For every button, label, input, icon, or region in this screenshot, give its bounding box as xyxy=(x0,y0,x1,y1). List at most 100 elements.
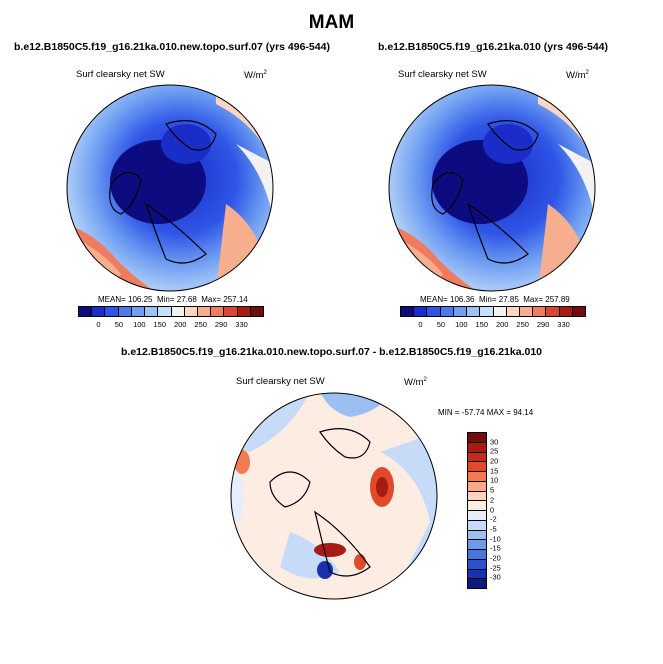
difference-colorbar-swatch xyxy=(468,550,486,560)
difference-colorbar-tick-label: 10 xyxy=(490,475,499,485)
difference-colorbar-tick-label: 2 xyxy=(490,495,495,505)
panel-1-colorbar-swatch xyxy=(105,307,119,316)
difference-colorbar-swatch xyxy=(468,442,486,453)
difference-warm-anomaly-east-core xyxy=(376,477,388,497)
panel-1-colorbar-swatch xyxy=(145,307,159,316)
difference-colorbar-swatch xyxy=(468,579,486,588)
panel-2-colorbar-tick-label: 150 xyxy=(475,320,489,329)
panel-2-colorbar-swatch xyxy=(546,307,560,316)
difference-colorbar-tick-label: -25 xyxy=(490,563,501,573)
difference-colorbar-swatch xyxy=(468,491,486,502)
panel-2-coastline-north-america xyxy=(487,120,539,151)
difference-colorbar-tick-label: 20 xyxy=(490,456,499,466)
panel-2-colorbar-tick-label: 100 xyxy=(455,320,468,329)
difference-colorbar-swatch xyxy=(468,433,486,443)
panel-2-map-boundary xyxy=(388,84,596,292)
difference-colorbar-tick-label: 30 xyxy=(490,437,499,447)
difference-colorbar-swatch xyxy=(468,559,486,570)
panel-2-colorbar-tick-label: 200 xyxy=(495,320,509,329)
panel-1-colorbar-swatch xyxy=(158,307,172,316)
difference-colorbar-swatch xyxy=(468,452,486,463)
panel-2-case-title: b.e12.B1850C5.f19_g16.21ka.010 (yrs 496-… xyxy=(378,41,608,53)
panel-2-colorbar-tick-label: 0 xyxy=(418,320,423,329)
difference-colorbar-tick-label: -20 xyxy=(490,553,501,563)
panel-1-map-boundary xyxy=(66,84,274,292)
panel-1-colorbar-swatch xyxy=(224,307,238,316)
panel-2-colorbar xyxy=(400,306,586,317)
panel-1-coastline-north-america xyxy=(165,120,217,151)
difference-colorbar-tick-label: 25 xyxy=(490,446,499,456)
panel-2-stats: MEAN= 106.36 Min= 27.85 Max= 257.89 xyxy=(420,295,570,304)
difference-colorbar-swatch xyxy=(468,501,486,511)
difference-colorbar-tick-label: 5 xyxy=(490,485,495,495)
difference-colorbar-swatch xyxy=(468,462,486,472)
difference-warm-anomaly-south xyxy=(314,543,346,557)
panel-1-colorbar-swatch xyxy=(184,307,198,316)
figure-title: MAM xyxy=(308,12,355,33)
difference-warm-anomaly-southeast xyxy=(354,554,366,570)
panel-2-coastline-eurasia xyxy=(466,202,529,264)
difference-colorbar-swatch xyxy=(468,481,486,492)
panel-1-colorbar-ticks: 0 50 100 150 200 250 290 330 xyxy=(78,320,262,330)
difference-colorbar-tick-label: -2 xyxy=(490,514,497,524)
panel-2-colorbar-swatch xyxy=(427,307,441,316)
panel-2-colorbar-swatch xyxy=(414,307,428,316)
difference-title: b.e12.B1850C5.f19_g16.21ka.010.new.topo.… xyxy=(120,346,543,358)
panel-1-colorbar-swatch xyxy=(92,307,106,316)
panel-1-colorbar-tick-label: 200 xyxy=(173,320,187,329)
difference-colorbar-swatch xyxy=(468,511,486,521)
difference-variable-label: Surf clearsky net SW xyxy=(236,376,325,387)
panel-2-colorbar-ticks: 0 50 100 150 200 250 290 330 xyxy=(400,320,584,330)
panel-2-units: W/m2 xyxy=(566,70,589,82)
panel-1-colorbar-tick-label: 50 xyxy=(114,320,124,329)
panel-2-colorbar-tick-label: 290 xyxy=(536,320,550,329)
panel-1-units: W/m2 xyxy=(244,70,267,82)
panel-1-colorbar-tick-label: 0 xyxy=(96,320,101,329)
panel-2-coastline-greenland xyxy=(431,172,464,215)
panel-1-coastline-eurasia xyxy=(144,202,207,264)
panel-1-colorbar-tick-label: 290 xyxy=(214,320,228,329)
panel-1-neutral-region-east xyxy=(236,144,273,224)
panel-2-colorbar-swatch xyxy=(493,307,507,316)
panel-2-colorbar-swatch xyxy=(453,307,468,316)
panel-1-coastline-greenland xyxy=(109,172,142,215)
difference-colorbar-tick-label: -30 xyxy=(490,572,501,582)
panel-1-colorbar-swatch xyxy=(197,307,212,316)
panel-1-colorbar-swatch xyxy=(171,307,185,316)
difference-colorbar xyxy=(467,432,487,589)
panel-2-colorbar-swatch xyxy=(467,307,481,316)
panel-1-polar-map xyxy=(66,84,274,292)
panel-1-colorbar-swatch xyxy=(118,307,132,316)
panel-2-colorbar-swatch xyxy=(519,307,534,316)
panel-2-colorbar-swatch xyxy=(533,307,547,316)
panel-2-colorbar-swatch xyxy=(440,307,454,316)
difference-colorbar-swatch xyxy=(468,472,486,482)
difference-colorbar-tick-label: 15 xyxy=(490,466,499,476)
panel-2-colorbar-swatch xyxy=(506,307,520,316)
panel-2-colorbar-swatch xyxy=(559,307,573,316)
panel-1-colorbar-swatch xyxy=(237,307,251,316)
panel-1-colorbar-tick-label: 250 xyxy=(194,320,207,329)
panel-1-case-title: b.e12.B1850C5.f19_g16.21ka.010.new.topo.… xyxy=(14,41,330,53)
difference-colorbar-tick-label: -10 xyxy=(490,534,501,544)
difference-units: W/m2 xyxy=(404,377,427,389)
panel-1-variable-label: Surf clearsky net SW xyxy=(76,69,165,80)
panel-2-colorbar-tick-label: 330 xyxy=(557,320,570,329)
difference-colorbar-tick-label: 0 xyxy=(490,505,495,514)
panel-1-colorbar-swatch xyxy=(250,307,264,316)
difference-colorbar-ticks: 30 25 20 15 10 5 2 0 -2 -5 -10 -15 -20 -25 -30 xyxy=(490,432,520,587)
difference-coastline-eurasia xyxy=(314,510,371,577)
difference-map-boundary xyxy=(230,392,438,600)
panel-2-colorbar-swatch xyxy=(401,307,415,316)
panel-2-colorbar-tick-label: 50 xyxy=(436,320,446,329)
panel-2-colorbar-swatch xyxy=(480,307,494,316)
panel-1-colorbar-swatch xyxy=(79,307,93,316)
panel-1-colorbar-swatch xyxy=(211,307,225,316)
panel-2-colorbar-swatch xyxy=(572,307,586,316)
panel-1-colorbar-tick-label: 330 xyxy=(235,320,248,329)
difference-colorbar-swatch xyxy=(468,540,486,550)
panel-2-colorbar-tick-label: 250 xyxy=(516,320,529,329)
difference-coastline-greenland xyxy=(269,471,311,508)
difference-cool-region-west xyxy=(231,462,244,522)
difference-colorbar-tick-label: -5 xyxy=(490,524,497,534)
